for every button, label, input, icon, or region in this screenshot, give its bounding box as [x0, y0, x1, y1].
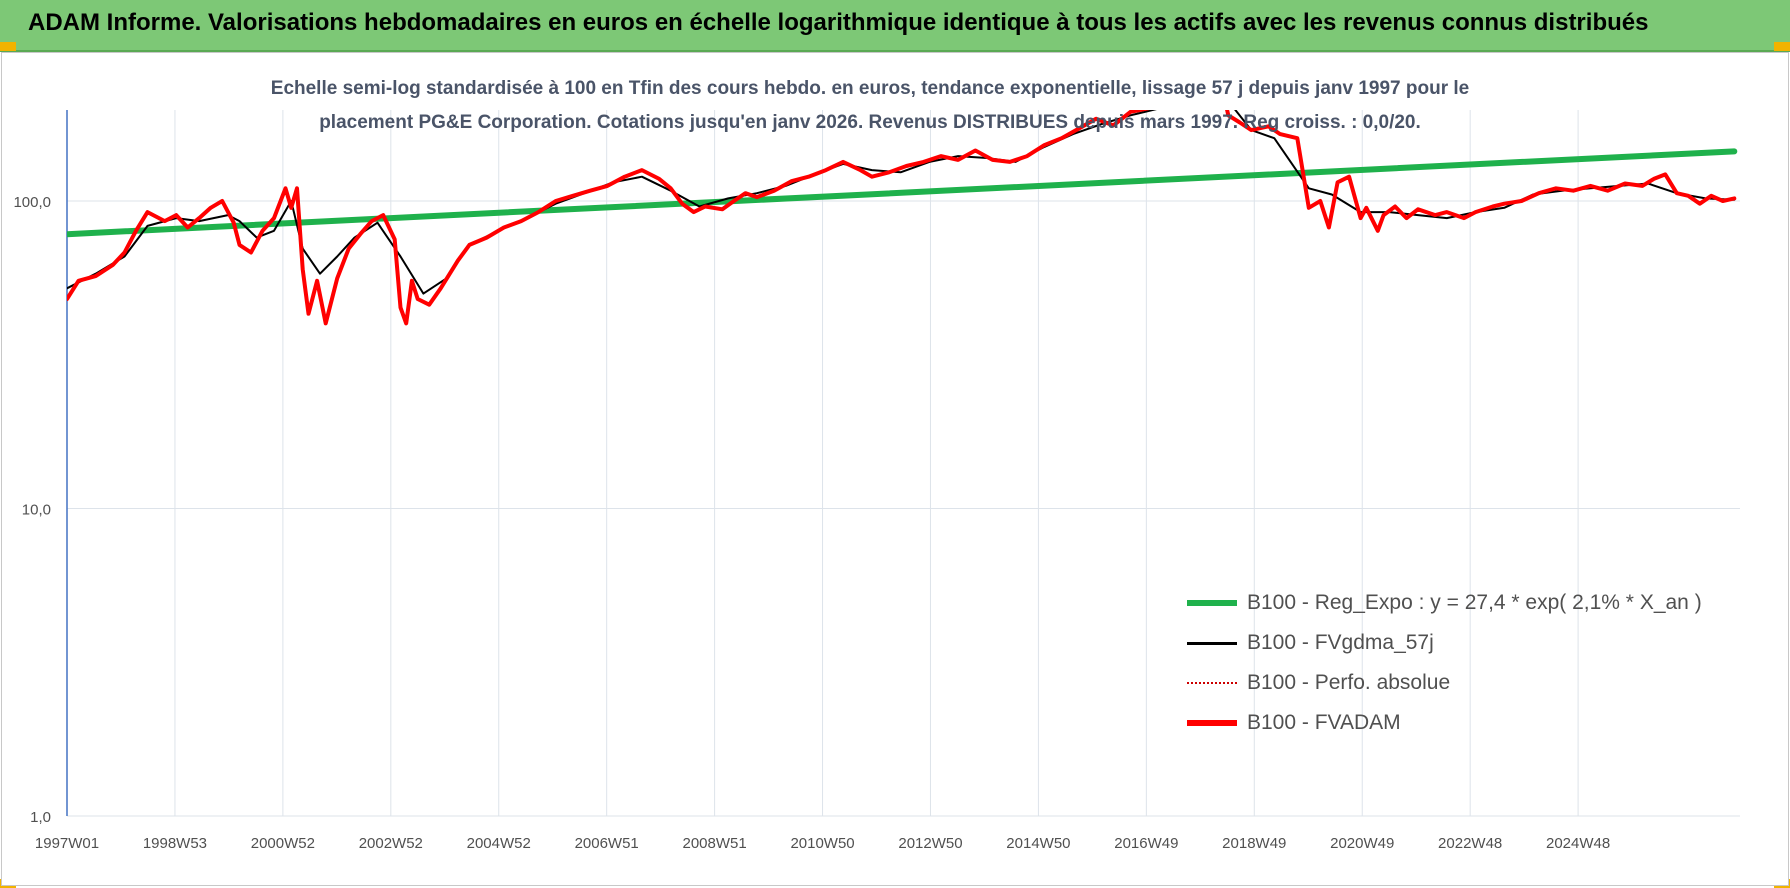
legend-item-fvadam: B100 - FVADAM: [1187, 703, 1702, 743]
legend-item-moving-average: B100 - FVgdma_57j: [1187, 623, 1702, 663]
chart-legend: B100 - Reg_Expo : y = 27,4 * exp( 2,1% *…: [1187, 583, 1702, 743]
corner-mark-top-right: [1774, 42, 1790, 51]
legend-label-regression: B100 - Reg_Expo : y = 27,4 * exp( 2,1% *…: [1247, 591, 1702, 614]
legend-label-absolute-perf: B100 - Perfo. absolue: [1247, 671, 1451, 694]
header-title: ADAM Informe. Valorisations hebdomadaire…: [28, 9, 1649, 36]
x-tick-label: 2020W49: [1330, 835, 1394, 852]
series-line-fvadam: [67, 110, 1737, 326]
legend-swatch-moving-average: [1187, 641, 1237, 645]
header-banner: ADAM Informe. Valorisations hebdomadaire…: [0, 0, 1790, 52]
x-tick-label: 2006W51: [575, 835, 639, 852]
legend-swatch-absolute-perf: [1187, 682, 1237, 684]
x-tick-label: 2008W51: [683, 835, 747, 852]
x-tick-label: 2014W50: [1006, 835, 1070, 852]
x-tick-label: 2018W49: [1222, 835, 1286, 852]
legend-label-fvadam: B100 - FVADAM: [1247, 711, 1401, 734]
chart-title-line-2: placement PG&E Corporation. Cotations ju…: [319, 112, 1421, 133]
chart-title: Echelle semi-log standardisée à 100 en T…: [200, 72, 1540, 140]
legend-item-regression: B100 - Reg_Expo : y = 27,4 * exp( 2,1% *…: [1187, 583, 1702, 623]
x-tick-label: 2002W52: [359, 835, 423, 852]
y-tick-label: 1,0: [30, 809, 51, 826]
series-line-regression: [67, 148, 1738, 238]
y-tick-label: 10,0: [22, 502, 51, 519]
legend-swatch-fvadam: [1187, 720, 1237, 726]
x-tick-label: 2012W50: [898, 835, 962, 852]
x-tick-label: 2004W52: [467, 835, 531, 852]
x-tick-label: 2016W49: [1114, 835, 1178, 852]
chart-title-line-1: Echelle semi-log standardisée à 100 en T…: [270, 78, 1470, 99]
x-tick-label: 1998W53: [143, 835, 207, 852]
corner-mark-top-left: [0, 42, 16, 51]
y-tick-label: 100,0: [13, 194, 51, 211]
legend-label-moving-average: B100 - FVgdma_57j: [1247, 631, 1434, 654]
x-tick-label: 2024W48: [1546, 835, 1610, 852]
x-tick-label: 2022W48: [1438, 835, 1502, 852]
legend-swatch-regression: [1187, 600, 1237, 606]
legend-item-absolute-perf: B100 - Perfo. absolue: [1187, 663, 1702, 703]
x-tick-label: 2010W50: [790, 835, 854, 852]
x-tick-label: 1997W01: [35, 835, 99, 852]
x-tick-label: 2000W52: [251, 835, 315, 852]
